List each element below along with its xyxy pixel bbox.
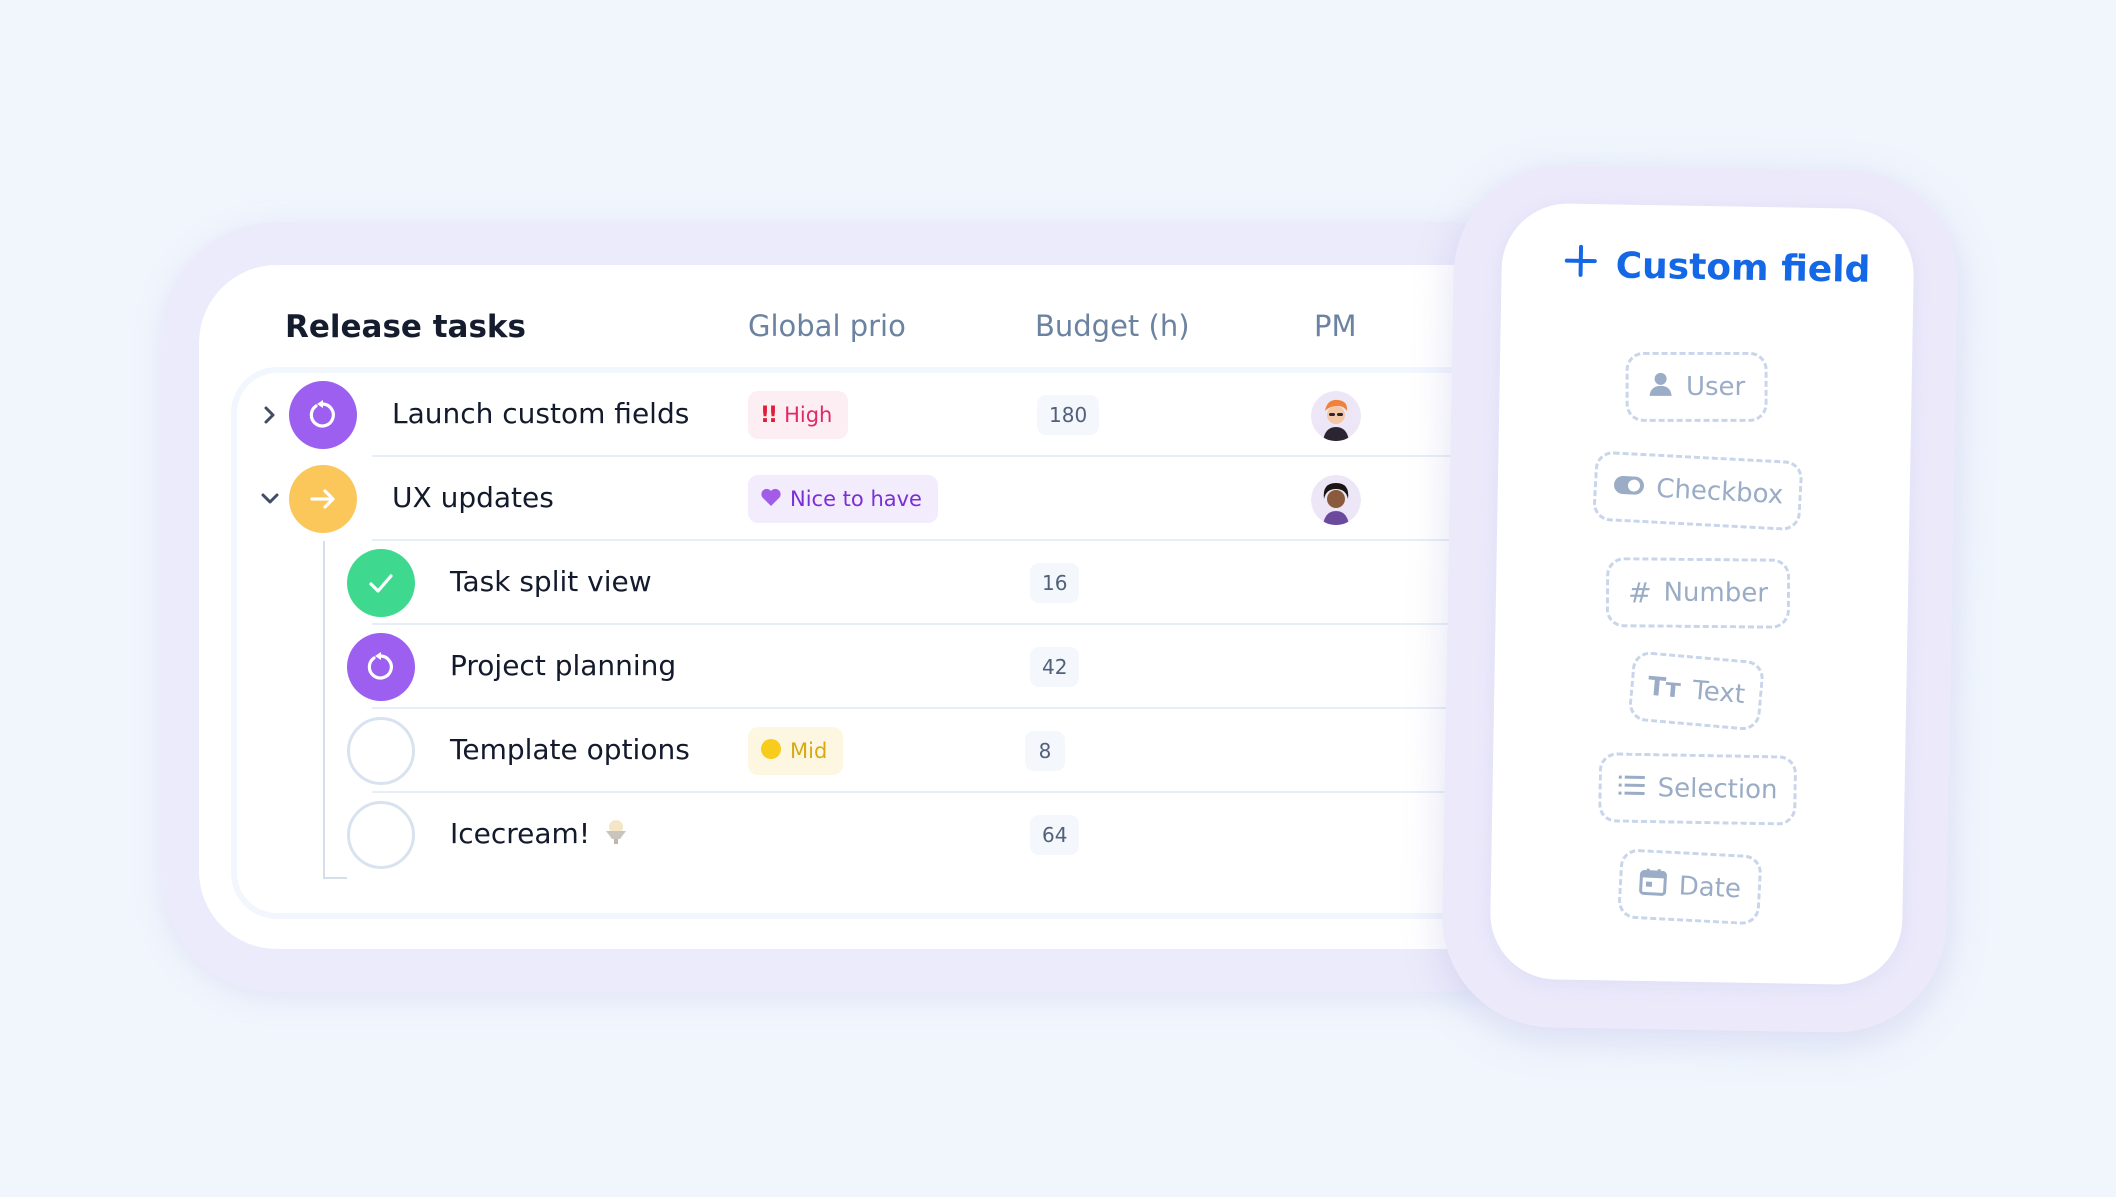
- task-name[interactable]: UX updates: [392, 481, 554, 514]
- plus-icon: [1563, 244, 1598, 288]
- next-status-icon[interactable]: [289, 465, 357, 533]
- list-icon: [1617, 773, 1646, 803]
- in-progress-status-icon[interactable]: [347, 633, 415, 701]
- table-title: Release tasks: [285, 309, 526, 345]
- icecream-icon: [603, 818, 629, 853]
- open-status-icon[interactable]: [347, 801, 415, 869]
- budget-value[interactable]: 180: [1037, 395, 1100, 435]
- subtask-tree-line: [323, 541, 325, 877]
- table-row[interactable]: UX updates Nice to have: [237, 457, 1539, 541]
- user-icon: [1648, 370, 1674, 403]
- priority-badge-nice-to-have[interactable]: Nice to have: [748, 475, 938, 523]
- open-status-icon[interactable]: [347, 717, 415, 785]
- field-type-checkbox[interactable]: Checkbox: [1592, 450, 1804, 532]
- in-progress-status-icon[interactable]: [289, 381, 357, 449]
- table-row[interactable]: Icecream! 64: [237, 793, 1539, 877]
- task-name[interactable]: Icecream!: [450, 817, 629, 853]
- add-custom-field-button[interactable]: Custom field: [1563, 244, 1871, 292]
- task-name[interactable]: Template options: [450, 733, 690, 766]
- task-name[interactable]: Task split view: [450, 565, 652, 598]
- field-type-number[interactable]: # Number: [1605, 557, 1791, 629]
- custom-field-panel: Custom field User Checkbox # Number Tт T…: [1489, 202, 1915, 986]
- column-header-budget[interactable]: Budget (h): [1035, 309, 1190, 343]
- yellow-circle-icon: [760, 738, 782, 765]
- budget-value[interactable]: 42: [1030, 647, 1080, 687]
- priority-badge-high[interactable]: !! High: [748, 391, 849, 439]
- done-status-icon[interactable]: [347, 549, 415, 617]
- double-exclamation-icon: !!: [760, 402, 778, 428]
- field-type-user[interactable]: User: [1625, 351, 1768, 422]
- purple-heart-icon: [760, 487, 782, 512]
- budget-value[interactable]: 64: [1030, 815, 1080, 855]
- hash-icon: #: [1627, 575, 1652, 610]
- chevron-down-icon[interactable]: [257, 486, 283, 512]
- table-row[interactable]: Project planning 42: [237, 625, 1539, 709]
- chevron-right-icon[interactable]: [257, 402, 283, 428]
- task-name[interactable]: Launch custom fields: [392, 397, 690, 430]
- priority-badge-mid[interactable]: Mid: [748, 727, 844, 775]
- pm-avatar[interactable]: [1311, 391, 1361, 441]
- table-row[interactable]: Template options Mid 8: [237, 709, 1539, 793]
- task-name[interactable]: Project planning: [450, 649, 677, 682]
- table-row[interactable]: Launch custom fields !! High 180: [237, 373, 1539, 457]
- field-type-selection[interactable]: Selection: [1598, 752, 1798, 826]
- text-icon: Tт: [1646, 671, 1682, 705]
- column-header-global-prio[interactable]: Global prio: [748, 309, 906, 343]
- toggle-icon: [1612, 471, 1646, 503]
- calendar-icon: [1638, 867, 1668, 903]
- table-row[interactable]: Task split view 16: [237, 541, 1539, 625]
- budget-value[interactable]: 8: [1025, 731, 1065, 771]
- subtask-tree-branch: [323, 877, 347, 879]
- task-list: Launch custom fields !! High 180: [237, 373, 1539, 913]
- field-type-text[interactable]: Tт Text: [1627, 650, 1766, 732]
- column-header-pm[interactable]: PM: [1314, 309, 1357, 343]
- field-type-date[interactable]: Date: [1617, 848, 1763, 926]
- pm-avatar[interactable]: [1311, 475, 1361, 525]
- budget-value[interactable]: 16: [1030, 563, 1080, 603]
- task-table-card: Release tasks Global prio Budget (h) PM …: [199, 265, 1539, 949]
